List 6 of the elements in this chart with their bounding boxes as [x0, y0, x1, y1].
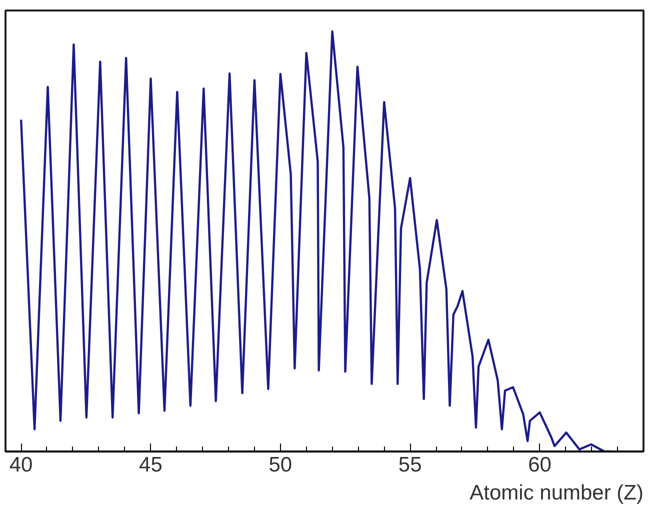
x-tick-label: 50: [268, 454, 292, 476]
x-tick-label: 55: [398, 454, 422, 476]
x-tick-label: 40: [9, 454, 33, 476]
x-tick-label: 60: [528, 454, 552, 476]
x-tick-label: 45: [139, 454, 162, 476]
x-axis-title: Atomic number (Z): [470, 482, 644, 504]
